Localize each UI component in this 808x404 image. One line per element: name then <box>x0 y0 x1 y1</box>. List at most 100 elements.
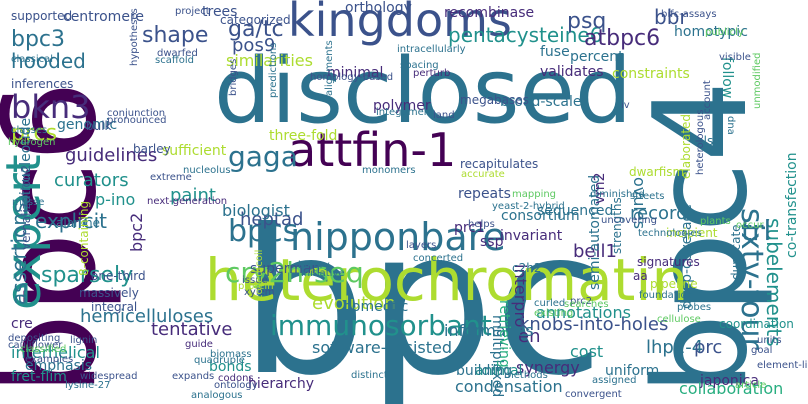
word-60: vernalization2 <box>19 165 33 250</box>
word-94: ssp <box>480 234 504 250</box>
word-177: cauliflower <box>8 340 63 351</box>
word-146: binary <box>298 260 330 271</box>
word-65: semi-automated <box>587 175 603 290</box>
word-61: dinucleotide <box>18 118 34 204</box>
word-47: bpc2 <box>127 213 146 252</box>
word-78: trees <box>202 4 237 20</box>
word-150: xylem <box>244 287 275 298</box>
word-63: retrieving <box>496 300 512 368</box>
word-154: curled <box>534 298 565 309</box>
word-189: account <box>702 80 713 120</box>
word-8: sixty-four <box>734 208 769 350</box>
word-125: project <box>175 6 210 17</box>
word-152: prc2 <box>570 296 592 307</box>
word-127: hypotheses <box>129 8 140 66</box>
word-153: searches <box>564 299 609 310</box>
word-107: aa <box>633 269 648 283</box>
word-26: prcs <box>11 121 57 146</box>
word-100: fret-flim <box>11 369 67 385</box>
word-183: diminished <box>590 189 645 200</box>
word-96: one-third <box>91 269 146 283</box>
word-31: heptad <box>240 209 303 230</box>
word-80: centromere <box>63 9 144 25</box>
word-151: coiled-coil <box>254 250 265 300</box>
word-53: interhelical <box>11 343 100 362</box>
word-4: heterochromatin <box>205 246 688 314</box>
word-95: prc1 <box>454 220 485 236</box>
word-86: consortium <box>501 208 580 224</box>
word-56: cost <box>570 342 603 361</box>
word-89: genomic <box>57 117 117 133</box>
word-16: subelements <box>762 218 786 347</box>
word-39: bell1 <box>573 241 617 262</box>
word-44: curators <box>54 170 129 191</box>
word-34: sparsely <box>41 263 133 288</box>
word-35: hemicelluloses <box>80 306 213 327</box>
word-145: next-generation <box>147 196 227 207</box>
word-85: repeats <box>458 186 511 202</box>
word-6: expert <box>0 154 52 310</box>
word-98: cre <box>11 316 33 332</box>
word-187: technologies <box>638 228 702 239</box>
word-69: follow <box>719 57 735 98</box>
word-128: dwarfed <box>157 48 198 59</box>
word-192: elaborated <box>679 114 693 179</box>
word-46: p-ino <box>95 190 135 209</box>
word-188: layers <box>406 240 436 251</box>
word-140: classes <box>11 125 47 136</box>
word-2: bpc4 <box>627 81 776 395</box>
word-159: coordination <box>719 317 794 331</box>
word-115: integral <box>91 300 137 314</box>
word-118: yeast-2-hybrid <box>492 201 565 212</box>
word-79: categorized <box>220 13 291 27</box>
word-27: assertions <box>7 203 31 305</box>
word-0: bpc <box>240 187 604 404</box>
word-157: probes <box>677 302 711 313</box>
word-42: prc <box>694 337 722 358</box>
word-197: masse <box>12 197 44 208</box>
word-91: three-fold <box>269 128 337 144</box>
word-134: bridges <box>228 59 239 96</box>
word-88: inferences <box>11 77 73 91</box>
word-81: homeotic <box>343 299 408 315</box>
word-73: validates <box>540 64 604 80</box>
word-126: classical <box>11 54 53 65</box>
word-13: bpcs <box>228 214 298 249</box>
word-48: informatics <box>444 321 534 340</box>
word-23: interpro <box>511 264 530 327</box>
word-14: gaga <box>228 140 298 173</box>
word-97: massively <box>79 286 139 300</box>
word-67: duplicate <box>729 224 743 280</box>
word-74: broad-scale <box>500 94 582 110</box>
word-113: bulk <box>86 119 112 133</box>
word-167: codons <box>218 373 254 384</box>
word-129: scaffold <box>155 55 194 66</box>
word-84: sequenced <box>537 203 613 219</box>
word-156: foundation <box>639 290 693 301</box>
word-90: sufficient <box>162 143 227 159</box>
word-119: signatures <box>637 255 700 269</box>
word-71: constraints <box>612 66 690 82</box>
word-7: attfin-1 <box>288 123 456 177</box>
word-121: dna <box>725 116 736 135</box>
word-110: nls <box>696 134 713 148</box>
word-168: analogous <box>191 390 243 401</box>
word-43: guidelines <box>65 145 157 166</box>
word-104: building <box>456 363 512 379</box>
word-160: units <box>757 335 782 346</box>
word-21: atbpc6 <box>584 26 660 51</box>
word-171: quadruple <box>194 355 245 366</box>
word-163: article <box>735 380 766 391</box>
word-190: iv <box>621 100 630 111</box>
word-12: bkn3 <box>11 88 90 126</box>
word-198: plants <box>700 216 731 227</box>
word-148: issue <box>242 275 268 286</box>
word-120: alignments <box>324 40 335 96</box>
word-122: visible <box>719 52 751 63</box>
word-144: monomers <box>362 165 416 176</box>
word-5: kingdoms <box>288 0 512 47</box>
word-184: helps <box>468 219 495 230</box>
word-45: explicit <box>35 209 107 233</box>
word-77: similarities <box>226 51 313 70</box>
